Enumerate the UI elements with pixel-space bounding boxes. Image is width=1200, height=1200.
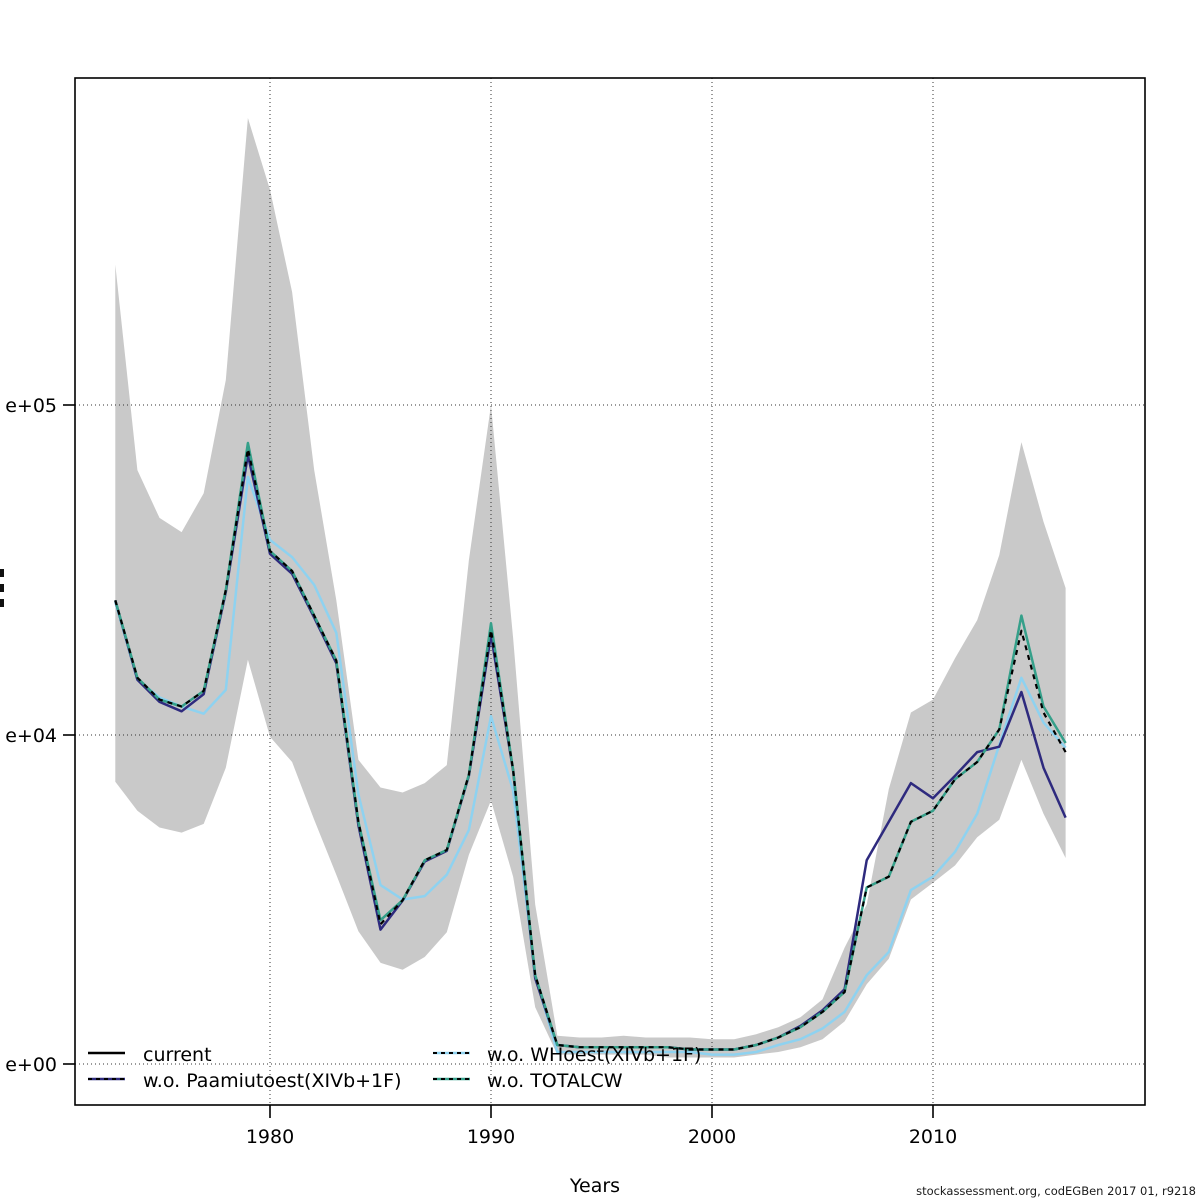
y-tick-label-1e00: e+00 [5, 1054, 57, 1076]
x-axis-label: Years [569, 1175, 620, 1197]
legend-label-totalcw: w.o. TOTALCW [487, 1070, 623, 1092]
legend-label-current: current [143, 1044, 212, 1066]
confidence-band [115, 118, 1066, 1058]
x-tick-label-1990: 1990 [467, 1126, 515, 1148]
x-tick-label-1980: 1980 [246, 1126, 294, 1148]
plot-box [74, 77, 1146, 1106]
legend-label-whoest: w.o. WHoest(XIVb+1F) [487, 1044, 701, 1066]
confidence-band-layer [115, 118, 1066, 1058]
y-tick-label-1e05: e+05 [5, 395, 57, 417]
y-tick-label-1e04: e+04 [5, 725, 57, 747]
series-layer [114, 441, 1067, 1056]
line-current [114, 447, 1067, 1051]
legend-keys [88, 1051, 470, 1081]
line-wo-whoest [114, 475, 1067, 1056]
x-tick-label-2010: 2010 [909, 1126, 957, 1148]
axis-layer [63, 404, 934, 1118]
y-axis-title-clipped [0, 569, 4, 607]
watermark-text: stockassessment.org, codEGBen 2017 01, r… [916, 1184, 1196, 1198]
x-tick-label-2000: 2000 [688, 1126, 736, 1148]
legend-label-paamiutoest: w.o. Paamiutoest(XIVb+1F) [143, 1070, 401, 1092]
